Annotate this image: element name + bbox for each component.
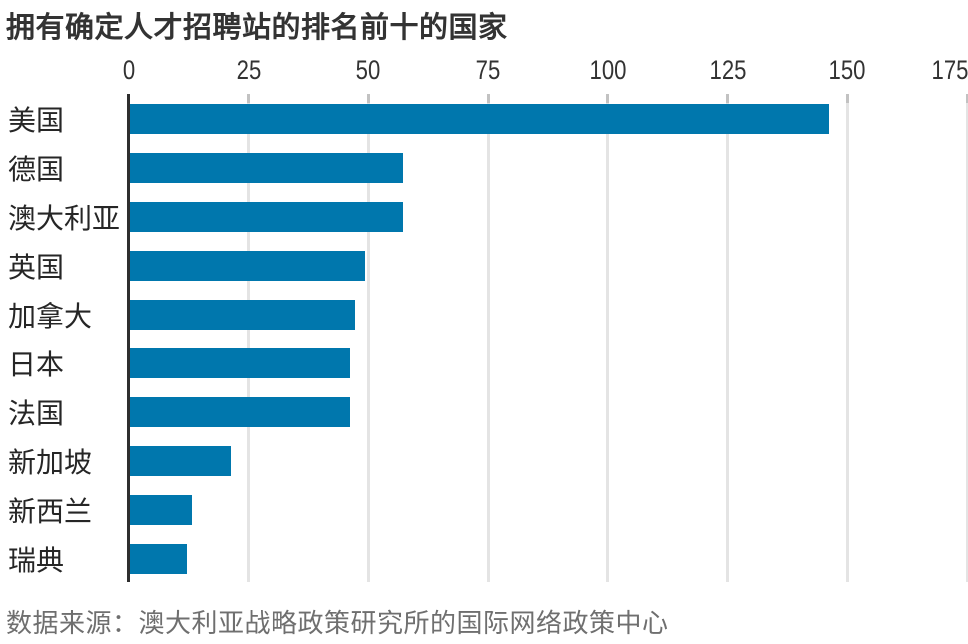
tick-mark-175 bbox=[965, 94, 968, 103]
bar-8 bbox=[130, 446, 231, 477]
tick-mark-25 bbox=[247, 94, 251, 103]
x-tick-label-125: 125 bbox=[709, 55, 747, 85]
tick-mark-75 bbox=[486, 94, 490, 103]
y-axis-line bbox=[127, 94, 130, 582]
category-label-3: 澳大利亚 bbox=[8, 202, 121, 234]
category-label-8: 新加坡 bbox=[8, 447, 93, 479]
x-tick-label-50: 50 bbox=[356, 55, 381, 85]
x-tick-label-75: 75 bbox=[475, 55, 501, 85]
tick-mark-125 bbox=[726, 94, 730, 103]
tick-mark-150 bbox=[845, 94, 849, 103]
category-label-1: 美国 bbox=[8, 105, 65, 136]
gridline-125 bbox=[726, 95, 730, 582]
gridline-150 bbox=[845, 95, 849, 582]
gridline-100 bbox=[606, 95, 610, 582]
category-label-5: 加拿大 bbox=[8, 300, 93, 332]
x-tick-label-150: 150 bbox=[828, 55, 866, 85]
bar-3 bbox=[130, 201, 403, 232]
x-tick-label-25: 25 bbox=[236, 55, 262, 85]
x-tick-label-175: 175 bbox=[931, 55, 968, 85]
bar-5 bbox=[130, 299, 356, 330]
bar-7 bbox=[130, 397, 351, 428]
gridline-75 bbox=[486, 95, 490, 582]
category-label-7: 法国 bbox=[8, 398, 65, 430]
bar-6 bbox=[130, 348, 351, 379]
gridline-50 bbox=[366, 95, 370, 582]
bar-2 bbox=[130, 152, 403, 183]
bar-10 bbox=[130, 544, 188, 574]
bar-9 bbox=[130, 495, 193, 526]
x-tick-label-0: 0 bbox=[122, 55, 136, 85]
source-note: 数据来源：澳大利亚战略政策研究所的国际网络政策中心 bbox=[6, 608, 669, 638]
tick-mark-50 bbox=[366, 94, 370, 103]
category-label-4: 英国 bbox=[8, 251, 65, 283]
chart-title: 拥有确定人才招聘站的排名前十的国家 bbox=[6, 12, 508, 44]
bar-1 bbox=[130, 104, 830, 134]
x-tick-label-100: 100 bbox=[589, 55, 627, 85]
category-label-6: 日本 bbox=[8, 349, 65, 381]
category-label-9: 新西兰 bbox=[8, 496, 93, 528]
bar-4 bbox=[130, 250, 365, 281]
category-label-2: 德国 bbox=[8, 153, 65, 185]
gridline-175 bbox=[965, 95, 968, 582]
tick-mark-100 bbox=[606, 94, 610, 103]
gridline-25 bbox=[247, 95, 251, 582]
category-label-10: 瑞典 bbox=[8, 545, 65, 576]
